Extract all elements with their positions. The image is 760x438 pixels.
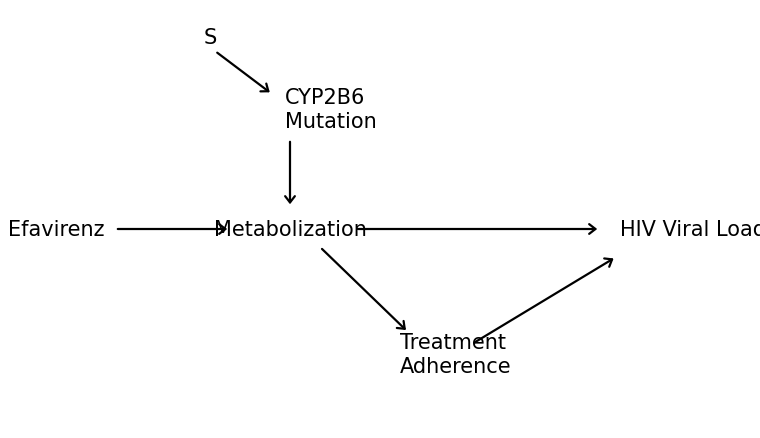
Text: HIV Viral Load: HIV Viral Load: [620, 219, 760, 240]
Text: CYP2B6
Mutation: CYP2B6 Mutation: [285, 88, 377, 131]
Text: Efavirenz: Efavirenz: [8, 219, 104, 240]
Text: Metabolization: Metabolization: [214, 219, 366, 240]
Text: Treatment
Adherence: Treatment Adherence: [400, 332, 511, 376]
Text: S: S: [204, 28, 217, 48]
